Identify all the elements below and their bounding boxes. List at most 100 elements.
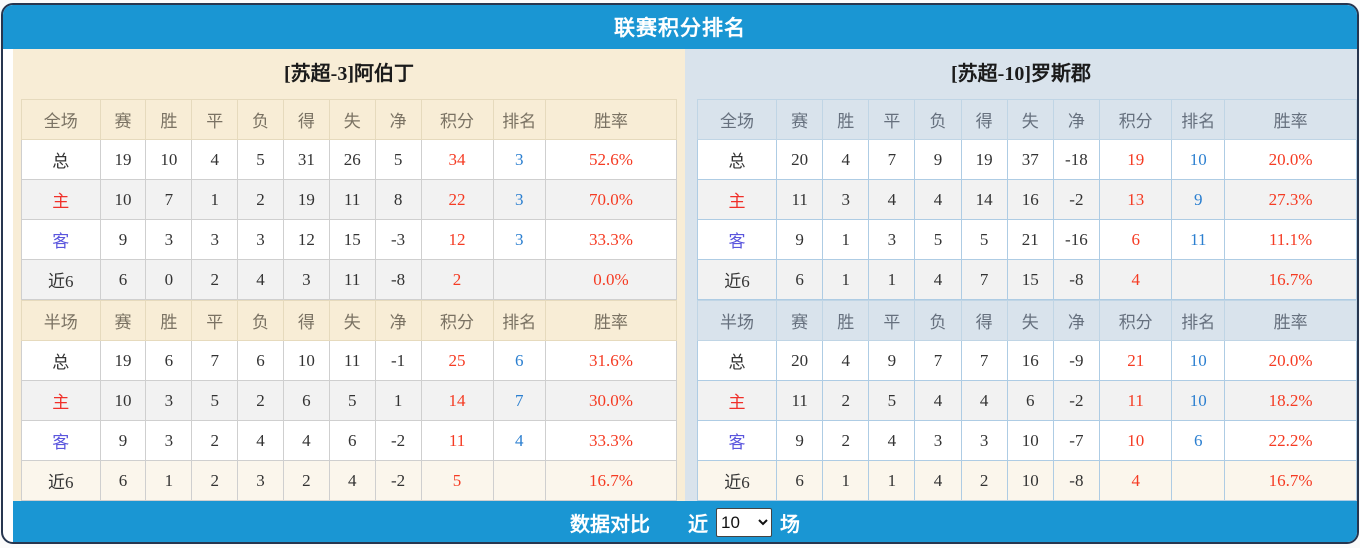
section-label-cell: 半场 [696,300,778,341]
stat-cell: 20 [776,139,824,180]
stat-cell [492,259,546,300]
stat-cell: 11 [328,259,376,300]
stat-cell: 20.0% [1224,340,1357,381]
recent-count-select[interactable]: 10 [716,508,772,537]
stat-cell: 30.0% [544,380,678,421]
stat-cell: 15 [1006,259,1054,300]
stat-cell: 10 [1171,340,1226,381]
stat-cell: 16 [1006,340,1054,381]
column-header-cell: 平 [191,300,239,341]
column-header-cell: 负 [914,99,962,140]
stat-cell: 5 [237,139,284,180]
stat-cell: 10 [99,179,147,220]
stat-cell: 7 [492,380,546,421]
stat-cell: 4 [1098,460,1173,501]
stat-cell: 19 [960,139,1008,180]
stat-cell: 4 [822,139,870,180]
stat-cell: 2 [822,380,870,421]
row-label-cell: 客 [21,420,101,461]
column-header-cell: 排名 [1171,300,1226,341]
stat-cell: 13 [1098,179,1173,220]
stat-cell: 2 [822,420,870,461]
stat-cell: -8 [1052,460,1100,501]
stat-cell: 1 [374,380,422,421]
stat-cell: 3 [145,380,193,421]
stat-cell: 10 [1006,460,1054,501]
home-team-name: [苏超-3]阿伯丁 [284,63,414,85]
stat-cell: 2 [191,460,239,501]
stat-cell: 5 [960,219,1008,260]
stat-cell: 9 [1171,179,1226,220]
stat-cell: 3 [868,219,916,260]
stat-cell: 20 [776,340,824,381]
column-header-cell: 平 [868,300,916,341]
header-row: 半场赛胜平负得失净积分 排名 胜率 [696,300,1357,341]
stat-cell: 4 [868,179,916,220]
stat-cell: -2 [374,460,422,501]
title-bar: 联赛积分排名 [3,5,1357,49]
stat-cell: 4 [237,420,284,461]
stat-cell: 5 [374,139,422,180]
column-header-cell: 失 [1006,300,1054,341]
row-label-cell: 客 [696,219,778,260]
stat-cell: 2 [237,179,284,220]
stat-cell: 11 [1171,219,1226,260]
stat-cell: 0 [145,259,193,300]
table-row: 总 20 4 9 7 7 16 -9 21 10 20.0% [696,340,1357,381]
stat-cell: 9 [914,139,962,180]
table-row: 客 9 1 3 5 5 21 -16 6 11 11.1% [696,219,1357,260]
stat-cell: 6 [99,259,147,300]
stat-cell: 5 [420,460,494,501]
row-label-cell: 总 [21,139,101,180]
stat-cell: 10 [1171,139,1226,180]
column-header-cell: 胜 [145,300,193,341]
stat-cell: 31.6% [544,340,678,381]
standings-card: 联赛积分排名 [苏超-3]阿伯丁 全场赛胜平负得失净积分 排名 胜率 总 19 10 4 5… [1,3,1359,544]
away-halftime-table: 半场赛胜平负得失净积分 排名 胜率 总 20 4 9 7 7 16 -9 21 10 20.0% 主 11 2… [696,300,1357,501]
stat-cell: 33.3% [544,420,678,461]
stat-cell: 4 [914,380,962,421]
stat-cell: 6 [776,460,824,501]
stat-cell: -18 [1052,139,1100,180]
column-header-cell: 排名 [492,300,546,341]
stat-cell: 70.0% [544,179,678,220]
stat-cell: 4 [914,460,962,501]
row-label-cell: 近6 [21,460,101,501]
page-title: 联赛积分排名 [614,17,746,40]
away-fulltime-table: 全场赛胜平负得失净积分 排名 胜率 总 20 4 7 9 19 37 -18 19 10 20.0% 主 1… [696,99,1357,300]
stat-cell: 7 [960,259,1008,300]
stat-cell: 19 [1098,139,1173,180]
stat-cell: 4 [492,420,546,461]
stat-cell: 7 [145,179,193,220]
stat-cell: 3 [492,139,546,180]
team-panel-home: [苏超-3]阿伯丁 全场赛胜平负得失净积分 排名 胜率 总 19 10 4 5 31 26 5 34… [13,49,685,501]
stat-cell: 6 [776,259,824,300]
stat-cell: 2 [237,380,284,421]
column-header-cell: 胜率 [544,99,678,140]
column-header-cell: 赛 [99,99,147,140]
compare-label: 数据对比 [570,514,650,536]
stat-cell: 1 [868,259,916,300]
row-label-cell: 近6 [21,259,101,300]
stat-cell: 3 [145,219,193,260]
column-header-cell: 净 [1052,300,1100,341]
stat-cell: -2 [1052,179,1100,220]
column-header-cell: 净 [374,300,422,341]
stat-cell: -2 [374,420,422,461]
compare-bar: 数据对比 近 10 场 [13,501,1357,542]
stat-cell: 11 [1098,380,1173,421]
section-label-cell: 全场 [696,99,778,140]
column-header-cell: 得 [282,99,330,140]
stat-cell: 6 [145,340,193,381]
stat-cell: 2 [282,460,330,501]
stat-cell: 20.0% [1224,139,1357,180]
stat-cell: 10 [99,380,147,421]
stat-cell: 2 [191,420,239,461]
row-label-cell: 客 [21,219,101,260]
row-label-cell: 近6 [696,460,778,501]
column-header-cell: 平 [191,99,239,140]
stat-cell: 6 [328,420,376,461]
away-team-name: [苏超-10]罗斯郡 [951,63,1091,85]
stat-cell: -3 [374,219,422,260]
column-header-cell: 得 [960,300,1008,341]
